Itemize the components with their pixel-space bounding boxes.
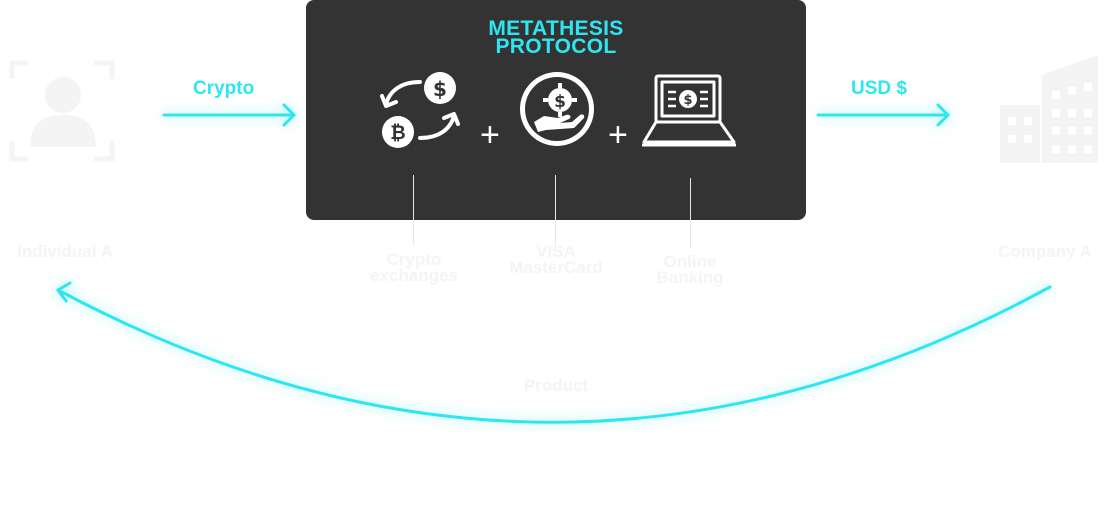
protocol-title-line1: METATHESIS <box>488 17 624 40</box>
crypto-exchange-icon: $ ₿ <box>378 68 462 152</box>
connector-line-banking <box>690 178 691 248</box>
company-label: Company A <box>998 242 1092 261</box>
crypto-arrow <box>160 100 300 130</box>
metathesis-protocol-box: METATHESIS PROTOCOL $ ₿ + <box>306 0 806 220</box>
connector-line-visa <box>555 175 556 245</box>
method-visa-line1: VISA <box>536 242 576 261</box>
svg-text:$: $ <box>554 92 566 112</box>
product-return-arrow <box>0 270 1112 450</box>
product-label: Product <box>523 376 589 395</box>
method-crypto-line1: Crypto <box>386 250 442 269</box>
method-label-visa-mastercard: VISA MasterCard <box>486 242 626 277</box>
protocol-title: METATHESIS PROTOCOL <box>306 17 806 58</box>
svg-text:$: $ <box>433 77 447 101</box>
connector-line-crypto <box>413 175 414 245</box>
svg-text:$: $ <box>683 93 692 108</box>
method-label-crypto-exchanges: Crypto exchanges <box>344 250 484 285</box>
laptop-banking-icon: $ <box>640 72 738 150</box>
plus-sign-1: + <box>480 116 500 154</box>
plus-sign-2: + <box>608 116 628 154</box>
method-banking-line1: Online <box>663 252 717 271</box>
method-label-online-banking: Online Banking <box>620 252 760 287</box>
crypto-arrow-label: Crypto <box>193 78 255 99</box>
method-banking-line2: Banking <box>656 268 724 287</box>
protocol-title-line2: PROTOCOL <box>495 35 617 58</box>
individual-icon <box>8 55 118 165</box>
usd-arrow-label: USD $ <box>851 78 907 99</box>
method-visa-line2: MasterCard <box>509 258 603 277</box>
individual-label: Individual A <box>17 242 113 261</box>
usd-arrow <box>814 100 954 130</box>
money-hand-icon: $ <box>516 68 598 150</box>
svg-text:₿: ₿ <box>390 122 405 144</box>
method-crypto-line2: exchanges <box>370 266 458 285</box>
company-building-icon <box>996 55 1102 165</box>
